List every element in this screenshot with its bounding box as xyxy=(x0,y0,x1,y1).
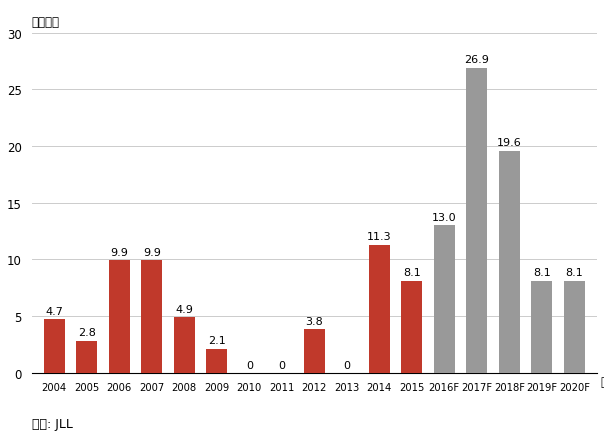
Bar xyxy=(368,245,390,373)
Text: 11.3: 11.3 xyxy=(367,232,391,242)
Text: 0: 0 xyxy=(246,360,253,370)
Bar xyxy=(174,317,195,373)
Text: 8.1: 8.1 xyxy=(403,268,420,278)
Text: 9.9: 9.9 xyxy=(143,247,161,257)
Bar xyxy=(109,261,130,373)
Text: 2.1: 2.1 xyxy=(208,335,226,345)
Text: 26.9: 26.9 xyxy=(464,55,489,65)
Bar xyxy=(466,69,487,373)
Text: （万坪）: （万坪） xyxy=(31,16,60,29)
Text: 19.6: 19.6 xyxy=(497,138,522,148)
Bar xyxy=(76,341,97,373)
Bar xyxy=(304,330,325,373)
Bar xyxy=(499,151,520,373)
Text: 4.9: 4.9 xyxy=(175,304,193,314)
Text: 2.8: 2.8 xyxy=(78,328,95,338)
Bar xyxy=(141,261,162,373)
Text: 4.7: 4.7 xyxy=(45,306,63,316)
Text: 8.1: 8.1 xyxy=(565,268,583,278)
Bar xyxy=(43,319,65,373)
Bar xyxy=(434,226,455,373)
Text: 3.8: 3.8 xyxy=(306,316,323,326)
Bar xyxy=(401,281,422,373)
Bar xyxy=(206,349,227,373)
Text: 0: 0 xyxy=(343,360,350,370)
Bar xyxy=(532,281,553,373)
Text: 13.0: 13.0 xyxy=(432,212,457,222)
Text: 8.1: 8.1 xyxy=(533,268,551,278)
Text: 0: 0 xyxy=(278,360,285,370)
Text: （暦年）: （暦年） xyxy=(600,375,604,388)
Text: 9.9: 9.9 xyxy=(111,247,128,257)
Bar xyxy=(564,281,585,373)
Text: 出所: JLL: 出所: JLL xyxy=(31,417,72,430)
